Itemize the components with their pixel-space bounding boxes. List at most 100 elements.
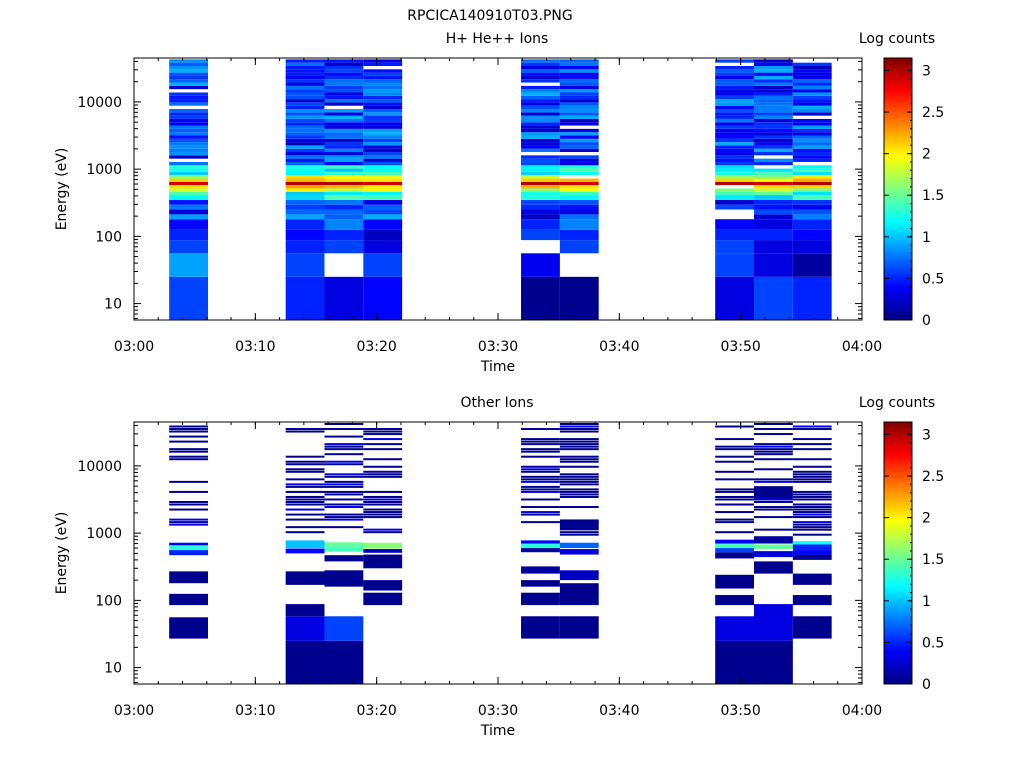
heatmap-cell: [559, 102, 599, 106]
heatmap-cell: [169, 99, 209, 103]
heatmap-cell: [324, 142, 364, 146]
colorbar-gradient: [883, 421, 913, 685]
heatmap-cell: [792, 204, 832, 210]
heatmap-cell: [715, 438, 755, 441]
heatmap-cell: [324, 229, 364, 241]
heatmap-cell: [169, 181, 209, 186]
heatmap-cell: [754, 204, 793, 210]
heatmap-cell: [792, 229, 832, 241]
heatmap-cell: [285, 485, 325, 488]
heatmap-cell: [559, 458, 599, 461]
heatmap-cell: [754, 458, 793, 461]
heatmap-cell: [792, 438, 832, 441]
heatmap-cell: [754, 195, 793, 200]
heatmap-cell: [715, 470, 755, 473]
heatmap-cell: [324, 82, 364, 86]
heatmap-cell: [792, 475, 832, 478]
heatmap-cell: [559, 195, 599, 200]
heatmap-cell: [792, 135, 832, 139]
heatmap-cell: [754, 135, 793, 139]
heatmap-cell: [169, 79, 209, 83]
heatmap-cell: [521, 485, 560, 488]
heatmap-cell: [285, 483, 325, 486]
heatmap-cell: [559, 135, 599, 139]
heatmap-cell: [169, 428, 209, 431]
heatmap-cell: [285, 175, 325, 179]
heatmap-cell: [521, 443, 560, 446]
heatmap-cell: [521, 112, 560, 116]
heatmap-cell: [559, 583, 599, 606]
heatmap-cell: [792, 82, 832, 86]
heatmap-cell: [754, 62, 793, 67]
heatmap-cell: [324, 115, 364, 119]
heatmap-cell: [363, 185, 403, 189]
heatmap-cell: [754, 115, 793, 119]
heatmap-cell: [792, 118, 832, 123]
heatmap-cell: [521, 490, 560, 493]
heatmap-cell: [521, 168, 560, 172]
heatmap-cell: [521, 276, 560, 320]
heatmap-cell: [285, 276, 325, 320]
heatmap-cell: [754, 486, 793, 500]
heatmap-cell: [521, 66, 560, 70]
heatmap-cell: [715, 448, 755, 451]
heatmap-cell: [754, 453, 793, 456]
heatmap-cell: [363, 99, 403, 103]
heatmap-cell: [521, 253, 560, 277]
heatmap-cell: [792, 102, 832, 106]
heatmap-cell: [715, 89, 755, 93]
colorbar-tick-label: 1.5: [922, 552, 944, 568]
heatmap-cell: [169, 95, 209, 100]
x-tick-label: 03:50: [720, 339, 760, 355]
heatmap-cell: [169, 550, 209, 556]
heatmap-cell: [521, 506, 560, 509]
heatmap-cell: [363, 115, 403, 119]
heatmap-cell: [363, 511, 403, 514]
colorbar-gradient: [883, 57, 913, 321]
heatmap-cell: [285, 531, 325, 534]
heatmap-cell: [324, 85, 364, 90]
heatmap-cell: [754, 59, 793, 63]
heatmap-cell: [792, 191, 832, 196]
heatmap-cell: [715, 118, 755, 123]
heatmap-cell: [559, 112, 599, 116]
figure-title: RPCICA140910T03.PNG: [407, 8, 572, 24]
heatmap-cell: [324, 463, 364, 466]
heatmap-cell: [324, 92, 364, 96]
heatmap-cell: [521, 102, 560, 106]
heatmap-cell: [559, 533, 599, 536]
heatmap-cell: [363, 209, 403, 215]
heatmap-cell: [324, 276, 364, 320]
heatmap-cell: [285, 115, 325, 119]
heatmap-cell: [754, 118, 793, 123]
heatmap-cell: [792, 122, 832, 126]
heatmap-cell: [285, 526, 325, 529]
heatmap-cell: [792, 66, 832, 70]
heatmap-cell: [754, 508, 793, 511]
heatmap-cell: [285, 513, 325, 516]
heatmap-cell: [363, 470, 403, 473]
heatmap-cell: [363, 191, 403, 196]
heatmap-cell: [324, 135, 364, 139]
heatmap-cell: [521, 214, 560, 220]
heatmap-cell: [715, 158, 755, 162]
heatmap-cell: [169, 545, 209, 551]
heatmap-cell: [285, 92, 325, 96]
heatmap-cell: [169, 85, 209, 90]
heatmap-cell: [285, 145, 325, 149]
heatmap-cell: [792, 138, 832, 143]
heatmap-cell: [324, 570, 364, 587]
heatmap-cell: [559, 480, 599, 483]
heatmap-cell: [324, 188, 364, 192]
heatmap-cell: [521, 428, 560, 431]
heatmap-cell: [324, 209, 364, 215]
heatmap-cell: [521, 229, 560, 241]
panel-title: Other Ions: [460, 395, 533, 411]
heatmap-cell: [754, 276, 793, 320]
heatmap-cell: [559, 209, 599, 215]
heatmap-cell: [521, 209, 560, 215]
heatmap-cell: [169, 175, 209, 179]
heatmap-cell: [559, 178, 599, 182]
heatmap-cell: [324, 132, 364, 136]
